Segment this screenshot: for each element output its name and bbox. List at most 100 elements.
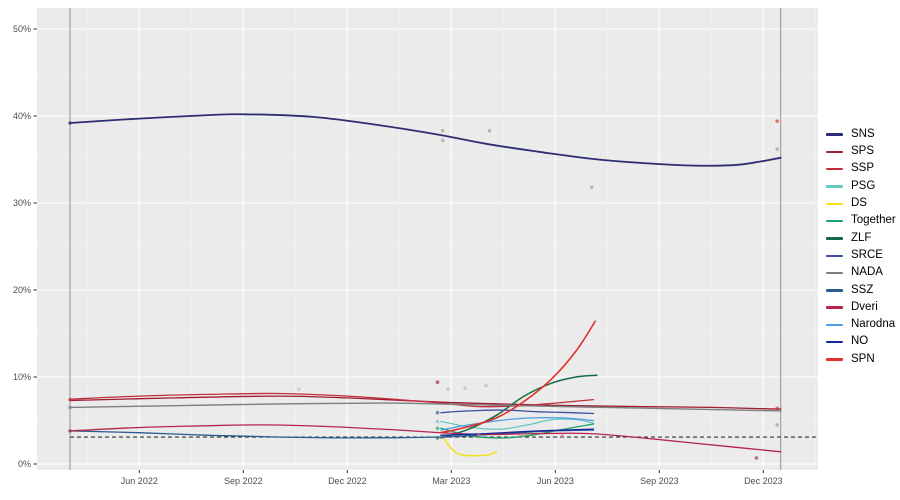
y-axis-labels: 0% 10% 20% 30% 40% 50%: [13, 24, 31, 469]
legend-item-SPS: SPS: [826, 143, 896, 160]
legend-item-Narodna: Narodna: [826, 316, 896, 333]
legend-label: DS: [851, 197, 867, 210]
legend-key-line: [826, 237, 843, 240]
legend-key-line: [826, 306, 843, 309]
poll-point: [560, 434, 565, 439]
legend-item-SSZ: SSZ: [826, 282, 896, 299]
poll-point: [440, 138, 445, 143]
series-line-Dveri: [69, 424, 782, 453]
poll-point: [754, 456, 759, 460]
minor-gridlines: [37, 8, 818, 470]
legend-key-line: [826, 341, 843, 344]
legend-item-SSP: SSP: [826, 161, 896, 178]
legend-label: Together: [851, 214, 896, 227]
legend-key-line: [826, 168, 843, 171]
legend-item-SPN: SPN: [826, 351, 896, 368]
x-tick-label: Dec 2022: [328, 476, 367, 486]
y-tick-label: 30%: [13, 198, 31, 208]
legend-item-DS: DS: [826, 195, 896, 212]
poll-point: [68, 405, 72, 410]
legend-item-SRCE: SRCE: [826, 247, 896, 264]
x-tick-label: Sep 2023: [640, 476, 679, 486]
legend-key-line: [826, 289, 843, 292]
poll-point: [68, 429, 72, 433]
legend-key-line: [826, 323, 843, 327]
poll-point: [518, 433, 523, 438]
series-line-SPN: [440, 320, 596, 434]
poll-point: [68, 121, 72, 125]
poll-point: [435, 380, 440, 385]
poll-point: [487, 129, 492, 133]
poll-point: [435, 410, 440, 415]
series-line-NADA: [69, 402, 782, 412]
poll-point: [435, 436, 440, 440]
poll-point: [775, 119, 779, 123]
poll-point: [68, 397, 72, 402]
series-line-ZLF: [440, 374, 598, 439]
major-gridlines: [37, 8, 818, 470]
legend-label: SSZ: [851, 283, 874, 296]
poll-point: [589, 185, 594, 190]
panel-background: [37, 8, 818, 470]
legend-label: SPN: [851, 352, 875, 365]
series-line-SSZ: [69, 429, 595, 439]
poll-point: [484, 383, 488, 388]
legend-item-NADA: NADA: [826, 264, 896, 281]
x-axis-labels: Jun 2022 Sep 2022 Dec 2022 Mar 2023 Jun 2023…: [121, 476, 783, 486]
legend-key-line: [826, 202, 843, 206]
poll-point: [775, 406, 779, 411]
legend-key-line: [826, 133, 843, 136]
y-tick-label: 20%: [13, 285, 31, 295]
legend-label: Narodna: [851, 318, 896, 331]
poll-point: [446, 387, 450, 392]
axis-ticks: [33, 28, 764, 473]
legend-label: ZLF: [851, 231, 872, 244]
legend-key-line: [826, 219, 843, 223]
legend-key-line: [826, 358, 843, 361]
x-tick-label: Dec 2023: [744, 476, 783, 486]
legend-item-NO: NO: [826, 334, 896, 351]
legend-label: SPS: [851, 145, 875, 158]
series-line-Narodna: [440, 416, 595, 431]
legend-label: SSP: [851, 162, 875, 175]
y-tick-label: 40%: [13, 111, 31, 121]
legend-key-line: [826, 271, 843, 275]
x-tick-label: Mar 2023: [432, 476, 470, 486]
legend-item-SNS: SNS: [826, 126, 896, 143]
x-tick-label: Jun 2022: [121, 476, 158, 486]
legend-label: NO: [851, 335, 869, 348]
legend-label: SNS: [851, 127, 875, 140]
x-tick-label: Jun 2023: [537, 476, 574, 486]
legend-label: NADA: [851, 266, 883, 279]
poll-point: [297, 387, 301, 392]
poll-point: [435, 419, 440, 424]
election-marker-lines: [69, 8, 782, 470]
x-tick-label: Sep 2022: [224, 476, 263, 486]
poll-point: [435, 426, 440, 431]
legend-label: PSG: [851, 179, 876, 192]
series-line-DS: [441, 436, 498, 457]
legend-item-Dveri: Dveri: [826, 299, 896, 316]
series-line-SRCE: [440, 409, 595, 415]
legend-item-ZLF: ZLF: [826, 230, 896, 247]
legend-item-Together: Together: [826, 212, 896, 229]
legend-key-line: [826, 254, 843, 257]
poll-scatter-points: [68, 119, 779, 460]
poll-point: [775, 147, 779, 151]
series-line-NO: [440, 428, 595, 436]
series-line-SNS: [69, 113, 782, 167]
series-lines: [69, 113, 782, 457]
legend-item-PSG: PSG: [826, 178, 896, 195]
legend-key-line: [826, 185, 843, 188]
legend: SNS SPS SSP PSG DS Together ZLF SRCE NADA SSZ Dver…: [826, 126, 896, 368]
legend-label: SRCE: [851, 248, 883, 261]
poll-point: [463, 386, 468, 391]
series-line-SPS: [69, 395, 782, 410]
poll-point: [477, 433, 481, 438]
poll-point: [775, 423, 779, 427]
legend-label: Dveri: [851, 300, 878, 313]
y-tick-label: 10%: [13, 372, 31, 382]
poll-point: [440, 129, 445, 133]
